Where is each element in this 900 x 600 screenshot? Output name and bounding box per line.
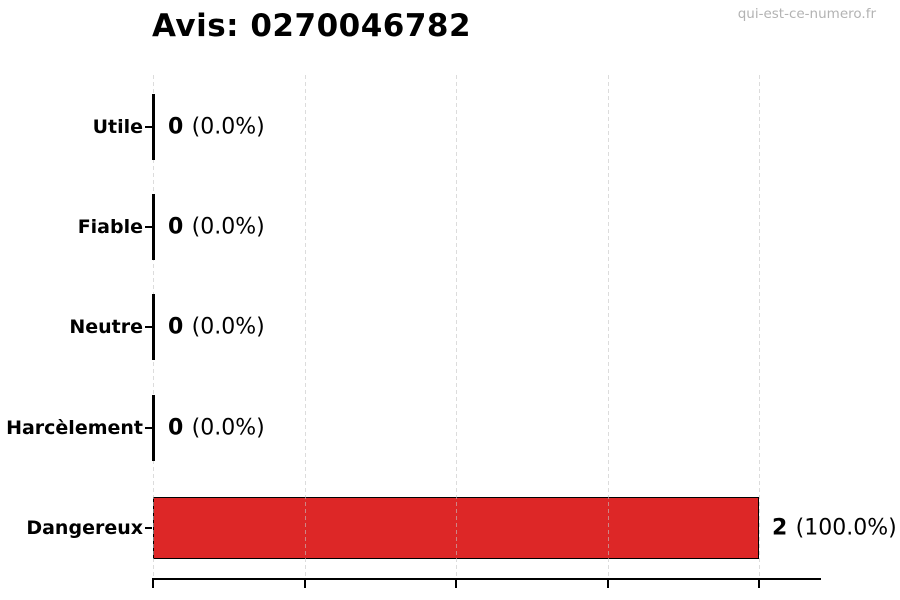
value-percentage: (100.0%) bbox=[795, 515, 897, 541]
gridline bbox=[759, 75, 760, 578]
bar-harcelement bbox=[152, 394, 155, 461]
value-percentage: (0.0%) bbox=[191, 214, 265, 240]
chart-title: Avis: 0270046782 bbox=[152, 8, 472, 44]
value-count: 2 bbox=[772, 515, 788, 541]
bar-row-harcelement: Harcèlement 0 (0.0%) bbox=[6, 378, 820, 478]
value-count: 0 bbox=[168, 114, 184, 140]
value-label: 2 (100.0%) bbox=[772, 515, 897, 540]
y-axis-tick bbox=[145, 226, 152, 229]
category-label: Fiable bbox=[77, 216, 143, 239]
x-axis-tick bbox=[304, 580, 306, 588]
value-percentage: (0.0%) bbox=[191, 415, 265, 441]
category-label: Harcèlement bbox=[6, 416, 143, 439]
value-label: 0 (0.0%) bbox=[168, 215, 265, 240]
category-label: Utile bbox=[92, 116, 143, 139]
gridline bbox=[608, 75, 609, 578]
category-label: Neutre bbox=[69, 316, 143, 339]
plot-area: Utile 0 (0.0%) Fiable 0 (0.0%) Neutre 0 (0.0%) Ha… bbox=[6, 75, 897, 588]
value-label: 0 (0.0%) bbox=[168, 315, 265, 340]
bar-row-neutre: Neutre 0 (0.0%) bbox=[69, 277, 820, 377]
x-axis-tick bbox=[152, 580, 154, 588]
x-axis-tick bbox=[455, 580, 457, 588]
x-axis-tick bbox=[607, 580, 609, 588]
y-axis-tick bbox=[145, 426, 152, 429]
value-count: 0 bbox=[168, 415, 184, 441]
value-percentage: (0.0%) bbox=[191, 314, 265, 340]
value-count: 0 bbox=[168, 314, 184, 340]
value-percentage: (0.0%) bbox=[191, 114, 265, 140]
x-axis-line bbox=[152, 578, 821, 580]
category-label: Dangereux bbox=[26, 516, 143, 539]
y-axis-tick bbox=[145, 126, 152, 129]
bar-neutre bbox=[152, 294, 155, 361]
x-axis-tick bbox=[758, 580, 760, 588]
y-axis-tick bbox=[145, 526, 152, 529]
value-count: 0 bbox=[168, 214, 184, 240]
bar-utile bbox=[152, 94, 155, 161]
value-label: 0 (0.0%) bbox=[168, 415, 265, 440]
bar-row-dangereux: Dangereux 2 (100.0%) bbox=[26, 478, 897, 578]
watermark: qui-est-ce-numero.fr bbox=[737, 6, 876, 22]
bar-row-fiable: Fiable 0 (0.0%) bbox=[78, 177, 820, 277]
value-label: 0 (0.0%) bbox=[168, 115, 265, 140]
gridline bbox=[456, 75, 457, 578]
bar-row-utile: Utile 0 (0.0%) bbox=[93, 77, 820, 177]
bar-fiable bbox=[152, 194, 155, 261]
gridline bbox=[305, 75, 306, 578]
y-axis-tick bbox=[145, 326, 152, 329]
